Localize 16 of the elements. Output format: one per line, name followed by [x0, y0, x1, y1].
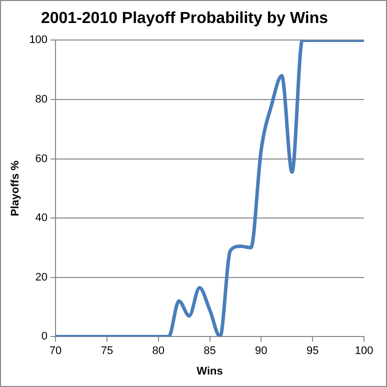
- y-tick-label: 60: [35, 152, 48, 165]
- y-tick-label: 40: [35, 212, 48, 224]
- x-tick-label: 100: [354, 345, 374, 358]
- x-tick-label: 95: [306, 345, 319, 358]
- x-tick-label: 70: [49, 345, 62, 358]
- x-axis-title: Wins: [196, 365, 223, 378]
- x-tick-label: 75: [100, 345, 114, 358]
- x-tick-label: 90: [255, 345, 268, 358]
- y-axis-title: Playoffs %: [10, 160, 22, 216]
- y-tick-label: 20: [35, 271, 48, 284]
- x-tick-label: 80: [152, 345, 164, 358]
- y-tick-label: 0: [41, 330, 48, 343]
- y-tick-label: 100: [29, 34, 48, 46]
- y-tick-label: 80: [35, 94, 48, 106]
- x-tick-label: 85: [204, 345, 216, 358]
- chart-title: 2001-2010 Playoff Probability by Wins: [40, 10, 328, 28]
